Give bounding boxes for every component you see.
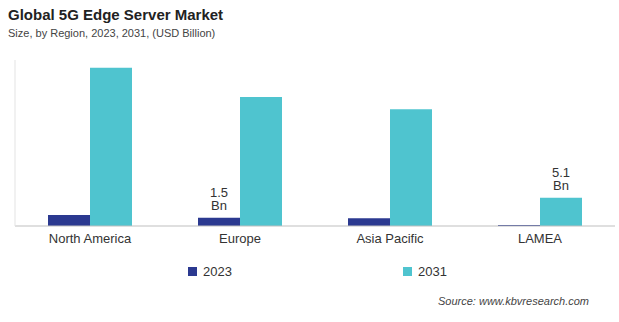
svg-text:North America: North America bbox=[49, 231, 132, 246]
html-text:2023: 2023 bbox=[203, 264, 232, 279]
html-text:2031: 2031 bbox=[418, 264, 447, 279]
svg-text:Asia Pacific: Asia Pacific bbox=[356, 231, 424, 246]
html-text:Global 5G Edge Server Market: Global 5G Edge Server Market bbox=[8, 6, 224, 23]
svg-text:LAMEA: LAMEA bbox=[518, 231, 562, 246]
svg-text:1.5Bn: 1.5Bn bbox=[210, 185, 228, 213]
svg-text:Europe: Europe bbox=[219, 231, 261, 246]
html-text:Source: www.kbvresearch.com: Source: www.kbvresearch.com bbox=[438, 295, 589, 307]
svg-text:5.1Bn: 5.1Bn bbox=[552, 165, 570, 193]
html-text:Size, by Region, 2023, 2031, (: Size, by Region, 2023, 2031, (USD Billio… bbox=[8, 27, 216, 39]
